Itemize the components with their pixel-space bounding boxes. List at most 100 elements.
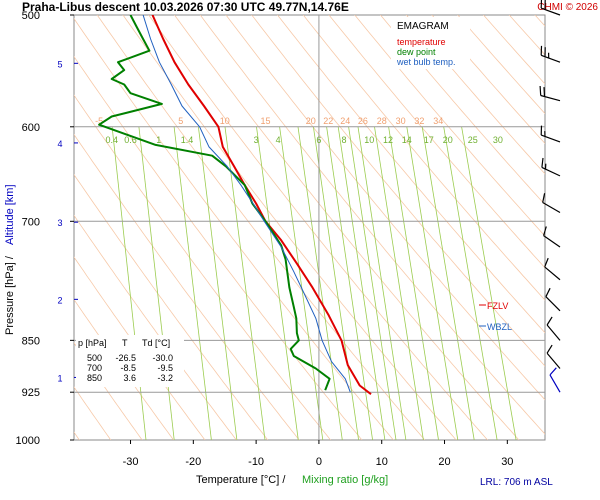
theta-label: 20 <box>306 116 316 126</box>
dry-adiabat <box>328 15 545 269</box>
table-cell: 500 <box>87 353 102 363</box>
mixing-ratio-line <box>173 126 212 440</box>
mixing-ratio-label: 17 <box>424 135 434 145</box>
wind-barb <box>543 226 561 248</box>
mixing-ratio-line <box>224 126 266 440</box>
dry-adiabat <box>74 55 363 440</box>
wind-barb <box>541 157 561 177</box>
table-cell: -3.2 <box>157 373 173 383</box>
dry-adiabat <box>122 15 457 440</box>
mixing-ratio-label: 10 <box>364 135 374 145</box>
dry-adiabat <box>251 15 545 367</box>
value-table-bg <box>76 335 184 387</box>
mixing-ratio-label: 1.4 <box>181 135 194 145</box>
dry-adiabat <box>74 17 394 440</box>
wind-barb <box>540 45 561 63</box>
wind-barb <box>545 287 561 312</box>
profile-curves <box>98 15 372 395</box>
pressure-tick-label: 925 <box>22 387 40 399</box>
wind-barb <box>546 344 561 369</box>
theta-label: 34 <box>433 116 443 126</box>
table-cell: 700 <box>87 363 102 373</box>
wbzl-label: WBZL <box>487 322 512 332</box>
wind-barb-flag <box>549 367 557 376</box>
series-dew-point-line <box>98 15 331 391</box>
wind-barb-staff <box>546 324 561 341</box>
wind-barb-staff <box>549 374 561 393</box>
mixing-ratio-line <box>313 126 359 440</box>
dry-adiabat <box>148 15 488 440</box>
theta-label: 24 <box>340 116 350 126</box>
dry-adiabat <box>431 15 545 145</box>
dry-adiabat <box>555 9 600 440</box>
table-cell: -9.5 <box>157 363 173 373</box>
theta-label: 10 <box>220 116 230 126</box>
theta-label: 26 <box>358 116 368 126</box>
altitude-axis-label: Altitude [km] <box>4 184 16 245</box>
mixing-ratio-label: 30 <box>493 135 503 145</box>
pressure-tick-label: 850 <box>22 335 40 347</box>
dry-adiabat <box>276 15 545 334</box>
table-cell: -8.5 <box>120 363 136 373</box>
wind-barb-flag <box>546 344 553 354</box>
wind-barb-staff <box>544 266 561 281</box>
mixing-ratio-line <box>337 126 386 440</box>
mixing-ratio-label: 0.6 <box>124 135 137 145</box>
mixing-ratio-label: 3 <box>254 135 259 145</box>
y-axis-label: Pressure [hPa] / <box>4 255 16 335</box>
dry-adiabat <box>405 15 545 175</box>
mixing-ratio-label: Mixing ratio [g/kg] <box>302 474 388 486</box>
mixing-ratio-line <box>461 126 517 440</box>
mixing-ratio-line <box>111 126 147 440</box>
theta-label: 15 <box>260 116 270 126</box>
wind-barb-staff <box>540 134 561 143</box>
wind-barb <box>549 367 561 393</box>
mixing-ratio-line <box>374 126 424 440</box>
mixing-ratio-line <box>279 126 324 440</box>
fzlv-label: FZLV <box>487 301 508 311</box>
dry-adiabat <box>74 214 237 440</box>
table-cell: -26.5 <box>115 353 136 363</box>
wind-barb <box>546 316 561 341</box>
pressure-tick-label: 500 <box>22 10 40 22</box>
altitude-tick-label: 1 <box>57 373 62 383</box>
wind-barb-flag <box>543 226 547 236</box>
table-cell: -30.0 <box>152 353 173 363</box>
dry-adiabat <box>457 15 545 115</box>
table-header-p: p [hPa] <box>78 338 107 348</box>
mixing-ratio-label: 1 <box>156 135 161 145</box>
pressure-tick-label: 1000 <box>16 435 40 447</box>
mixing-ratio-line <box>198 126 238 440</box>
wind-barb-flag <box>544 257 549 268</box>
copyright: CHMI © 2026 <box>537 2 598 13</box>
mixing-ratio-label: 25 <box>468 135 478 145</box>
table-cell: 850 <box>87 373 102 383</box>
pressure-tick-label: 700 <box>22 216 40 228</box>
mixing-ratio-line <box>406 126 459 440</box>
temperature-tick-label: 0 <box>316 456 322 468</box>
temperature-tick-label: -30 <box>123 456 139 468</box>
value-table: p [hPa] T Td [°C] 500 -26.5 -30.0 700 -8… <box>78 338 173 383</box>
dry-adiabat <box>74 133 300 440</box>
altitude-tick-label: 5 <box>57 59 62 69</box>
wind-barb <box>539 85 561 102</box>
dry-adiabat <box>379 15 545 206</box>
wind-barbs <box>539 0 561 393</box>
wind-barb-flag <box>545 287 551 297</box>
mixing-ratio-line <box>348 126 397 440</box>
wind-barb-flag <box>543 87 546 97</box>
wind-barb <box>544 257 561 281</box>
pressure-tick-label: 600 <box>22 122 40 134</box>
dry-adiabat <box>581 9 600 440</box>
dry-adiabat <box>96 15 426 440</box>
dry-adiabat <box>354 15 545 237</box>
wind-barb <box>540 0 561 16</box>
dry-adiabat <box>225 15 545 401</box>
theta-label: -5 <box>95 116 103 126</box>
mixing-ratio-label: 14 <box>402 135 412 145</box>
dry-adiabat <box>74 94 331 440</box>
legend-wet-bulb: wet bulb temp. <box>396 57 456 67</box>
mixing-ratio-line <box>357 126 407 440</box>
legend-temperature: temperature <box>397 37 446 47</box>
